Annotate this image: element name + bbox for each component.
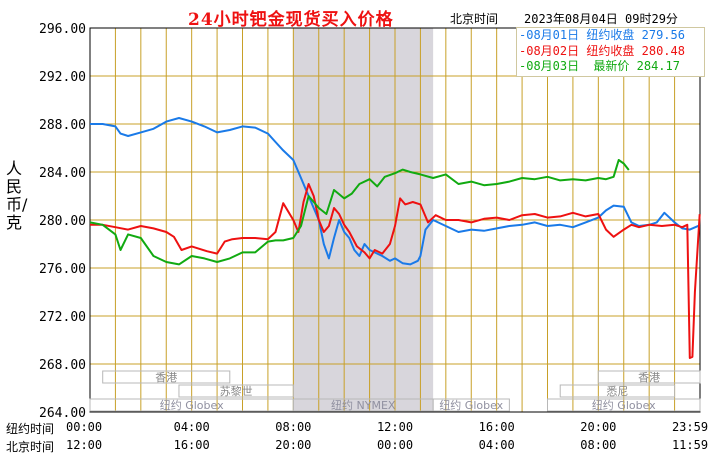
series-line-1 — [90, 117, 701, 266]
chart-grid — [89, 27, 701, 413]
x-tick-label-beijing: 11:59 — [672, 438, 708, 452]
x-tick-label-newyork: 16:00 — [479, 420, 515, 434]
legend-item-0802: -08月02日 纽约收盘 280.48 — [519, 43, 685, 58]
x-tick-label-newyork: 23:59 — [672, 420, 708, 434]
session-box — [178, 384, 294, 398]
series-line-3 — [89, 159, 630, 266]
x-tick-label-newyork: 20:00 — [580, 420, 616, 434]
x-tick-label-newyork: 00:00 — [66, 420, 102, 434]
session-label: 香港 — [638, 371, 660, 384]
x-tick-label-beijing: 04:00 — [479, 438, 515, 452]
axis-ticks: 264.00 268.00 272.00 276.00 280.00 284.00 288.… — [39, 22, 708, 452]
y-tick-label: 268.00 — [39, 358, 86, 373]
x-tick-label-beijing: 00:00 — [377, 438, 413, 452]
session-box — [432, 398, 510, 412]
x-tick-label-beijing: 12:00 — [66, 438, 102, 452]
y-tick-label: 264.00 — [39, 406, 86, 421]
session-box — [559, 384, 676, 398]
x-tick-label-newyork: 08:00 — [275, 420, 311, 434]
chart-legend: -08月01日 纽约收盘 279.56 -08月02日 纽约收盘 280.48 … — [516, 27, 705, 77]
y-tick-label: 292.00 — [39, 70, 86, 85]
legend-item-0803: -08月03日 最新价 284.17 — [519, 59, 680, 73]
beijing-time-row-label: 北京时间 — [6, 440, 55, 454]
update-timestamp: 2023年08月04日 09时29分 — [524, 12, 678, 26]
x-tick-label-newyork: 12:00 — [377, 420, 413, 434]
session-label: 纽约 NYMEX — [331, 398, 396, 412]
x-tick-label-beijing: 20:00 — [275, 438, 311, 452]
x-tick-label-newyork: 04:00 — [174, 420, 210, 434]
beijing-time-label: 北京时间 — [450, 12, 499, 26]
newyork-time-row-label: 纽约时间 — [6, 422, 55, 436]
session-box — [102, 370, 231, 384]
session-box — [597, 370, 701, 384]
y-tick-label: 288.00 — [39, 118, 86, 133]
series-line-2 — [90, 183, 701, 359]
y-tick-label: 272.00 — [39, 310, 86, 325]
session-label: 纽约 Globex — [160, 398, 224, 412]
session-label: 纽约 Globex — [592, 398, 656, 412]
y-tick-label: 280.00 — [39, 214, 86, 229]
session-label: 苏黎世 — [220, 384, 253, 398]
y-tick-label: 284.00 — [39, 166, 86, 181]
session-label: 悉尼 — [606, 385, 628, 398]
x-tick-label-beijing: 08:00 — [580, 438, 616, 452]
legend-item-0801: -08月01日 纽约收盘 279.56 — [519, 28, 685, 42]
session-label: 纽约 Globex — [439, 398, 503, 412]
y-tick-label: 296.00 — [39, 22, 86, 37]
session-box — [547, 398, 701, 412]
y-tick-label: 276.00 — [39, 262, 86, 277]
price-series — [89, 117, 701, 359]
chart-title: 24小时钯金现货买入价格 — [188, 10, 394, 30]
y-axis-label: 人民币/克 — [6, 159, 28, 232]
session-label: 香港 — [155, 371, 177, 384]
x-tick-label-beijing: 16:00 — [174, 438, 210, 452]
